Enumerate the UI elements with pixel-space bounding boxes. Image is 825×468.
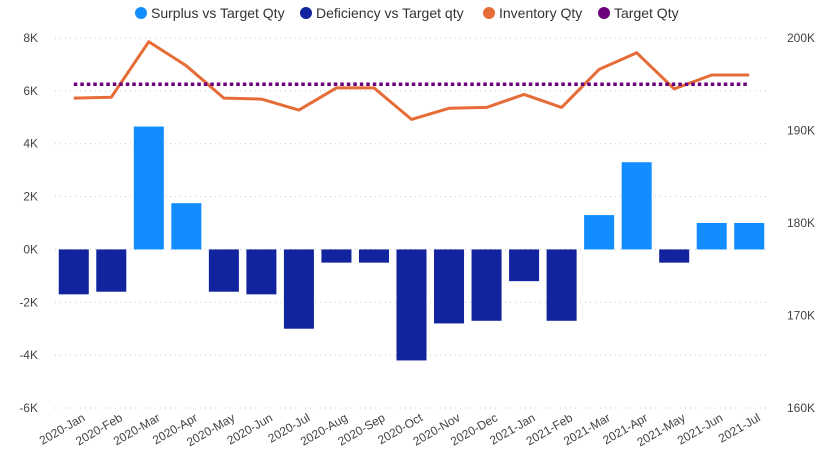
deficiency-vs-target-qty-bar xyxy=(434,249,465,324)
surplus-vs-target-qty-bar xyxy=(696,223,727,250)
legend-label: Inventory Qty xyxy=(499,5,582,21)
deficiency-vs-target-qty-bar xyxy=(208,249,239,292)
left-tick-label: 0K xyxy=(23,242,38,256)
line-series xyxy=(73,40,750,121)
legend-marker xyxy=(300,7,312,19)
deficiency-vs-target-qty-bar xyxy=(321,249,352,263)
legend-label: Target Qty xyxy=(614,5,679,21)
right-tick-label: 190K xyxy=(787,124,815,138)
deficiency-vs-target-qty-bar xyxy=(471,249,502,321)
inventory-qty-line xyxy=(73,40,750,121)
deficiency-vs-target-qty-bar xyxy=(509,249,540,282)
right-tick-label: 160K xyxy=(787,401,815,415)
deficiency-vs-target-qty-bar xyxy=(283,249,314,329)
deficiency-vs-target-qty-bar xyxy=(546,249,577,321)
right-tick-label: 200K xyxy=(787,31,815,45)
deficiency-vs-target-qty-bar xyxy=(659,249,690,263)
left-tick-label: 6K xyxy=(23,84,38,98)
x-axis: 2020-Jan2020-Feb2020-Mar2020-Apr2020-May… xyxy=(37,410,763,449)
left-tick-label: -4K xyxy=(19,348,38,362)
legend-marker xyxy=(135,7,147,19)
left-tick-label: 2K xyxy=(23,190,38,204)
deficiency-vs-target-qty-bar xyxy=(58,249,89,295)
bar-series xyxy=(58,126,765,361)
surplus-vs-target-qty-bar xyxy=(171,203,202,250)
surplus-vs-target-qty-bar xyxy=(621,162,652,250)
legend-label: Deficiency vs Target qty xyxy=(316,5,464,21)
legend-marker xyxy=(483,7,495,19)
right-tick-label: 180K xyxy=(787,216,815,230)
surplus-vs-target-qty-bar xyxy=(734,223,765,250)
surplus-vs-target-qty-bar xyxy=(133,126,164,250)
deficiency-vs-target-qty-bar xyxy=(246,249,277,295)
surplus-vs-target-qty-bar xyxy=(584,215,615,250)
deficiency-vs-target-qty-bar xyxy=(96,249,127,292)
left-tick-label: -2K xyxy=(19,295,38,309)
legend-label: Surplus vs Target Qty xyxy=(151,5,285,21)
right-axis: 200K 190K 180K 170K 160K xyxy=(787,31,815,415)
legend: Surplus vs Target Qty Deficiency vs Targe… xyxy=(135,5,679,21)
deficiency-vs-target-qty-bar xyxy=(396,249,427,361)
category-label: 2021-Jul xyxy=(716,410,763,445)
left-tick-label: 4K xyxy=(23,137,38,151)
left-tick-label: -6K xyxy=(19,401,38,415)
deficiency-vs-target-qty-bar xyxy=(358,249,389,263)
right-tick-label: 170K xyxy=(787,309,815,323)
left-axis: 8K 6K 4K 2K 0K -2K -4K -6K xyxy=(19,31,38,415)
left-tick-label: 8K xyxy=(23,31,38,45)
legend-marker xyxy=(598,7,610,19)
